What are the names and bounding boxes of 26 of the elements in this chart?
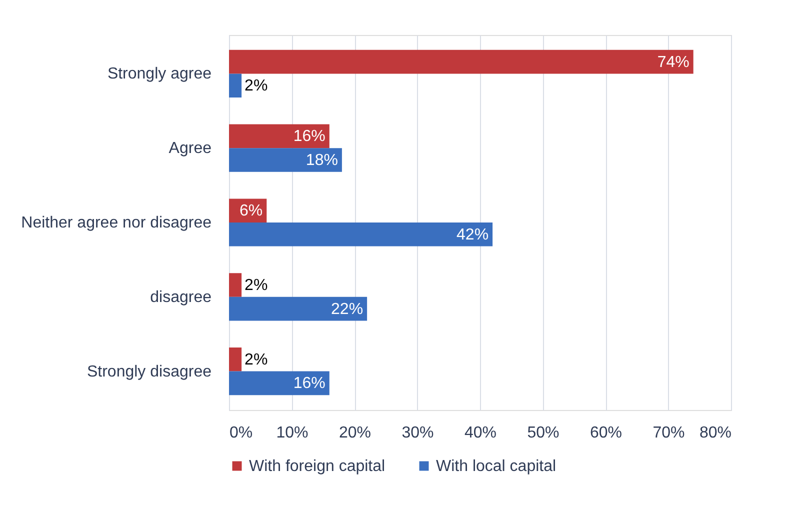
legend-label: With local capital xyxy=(436,458,556,475)
x-tick-label: 0% xyxy=(230,424,253,442)
y-tick-label: disagree xyxy=(150,288,212,306)
x-tick-label: 50% xyxy=(527,424,560,442)
y-tick-label: Neither agree nor disagree xyxy=(21,214,212,232)
legend-label: With foreign capital xyxy=(249,458,386,475)
y-tick-label: Agree xyxy=(168,140,212,158)
y-tick-label: Strongly disagree xyxy=(86,363,212,380)
x-tick-label: 70% xyxy=(652,424,685,442)
x-tick-label: 20% xyxy=(338,424,372,442)
x-tick-label: 10% xyxy=(276,424,308,442)
data-label: 2% xyxy=(244,277,268,294)
data-label: 42% xyxy=(456,226,489,244)
data-label: 18% xyxy=(306,152,338,169)
x-tick-label: 30% xyxy=(402,424,434,442)
x-tick-label: 40% xyxy=(464,424,497,442)
data-label: 6% xyxy=(240,202,263,220)
y-tick-label: Strongly agree xyxy=(107,66,212,83)
data-label: 2% xyxy=(244,351,268,368)
data-label: 74% xyxy=(657,54,690,71)
x-tick-label: 60% xyxy=(590,424,622,442)
data-label: 16% xyxy=(293,128,326,146)
data-label: 2% xyxy=(244,78,268,95)
data-label: 22% xyxy=(331,300,364,318)
x-tick-label: 80% xyxy=(699,424,732,442)
data-label: 16% xyxy=(293,375,326,392)
